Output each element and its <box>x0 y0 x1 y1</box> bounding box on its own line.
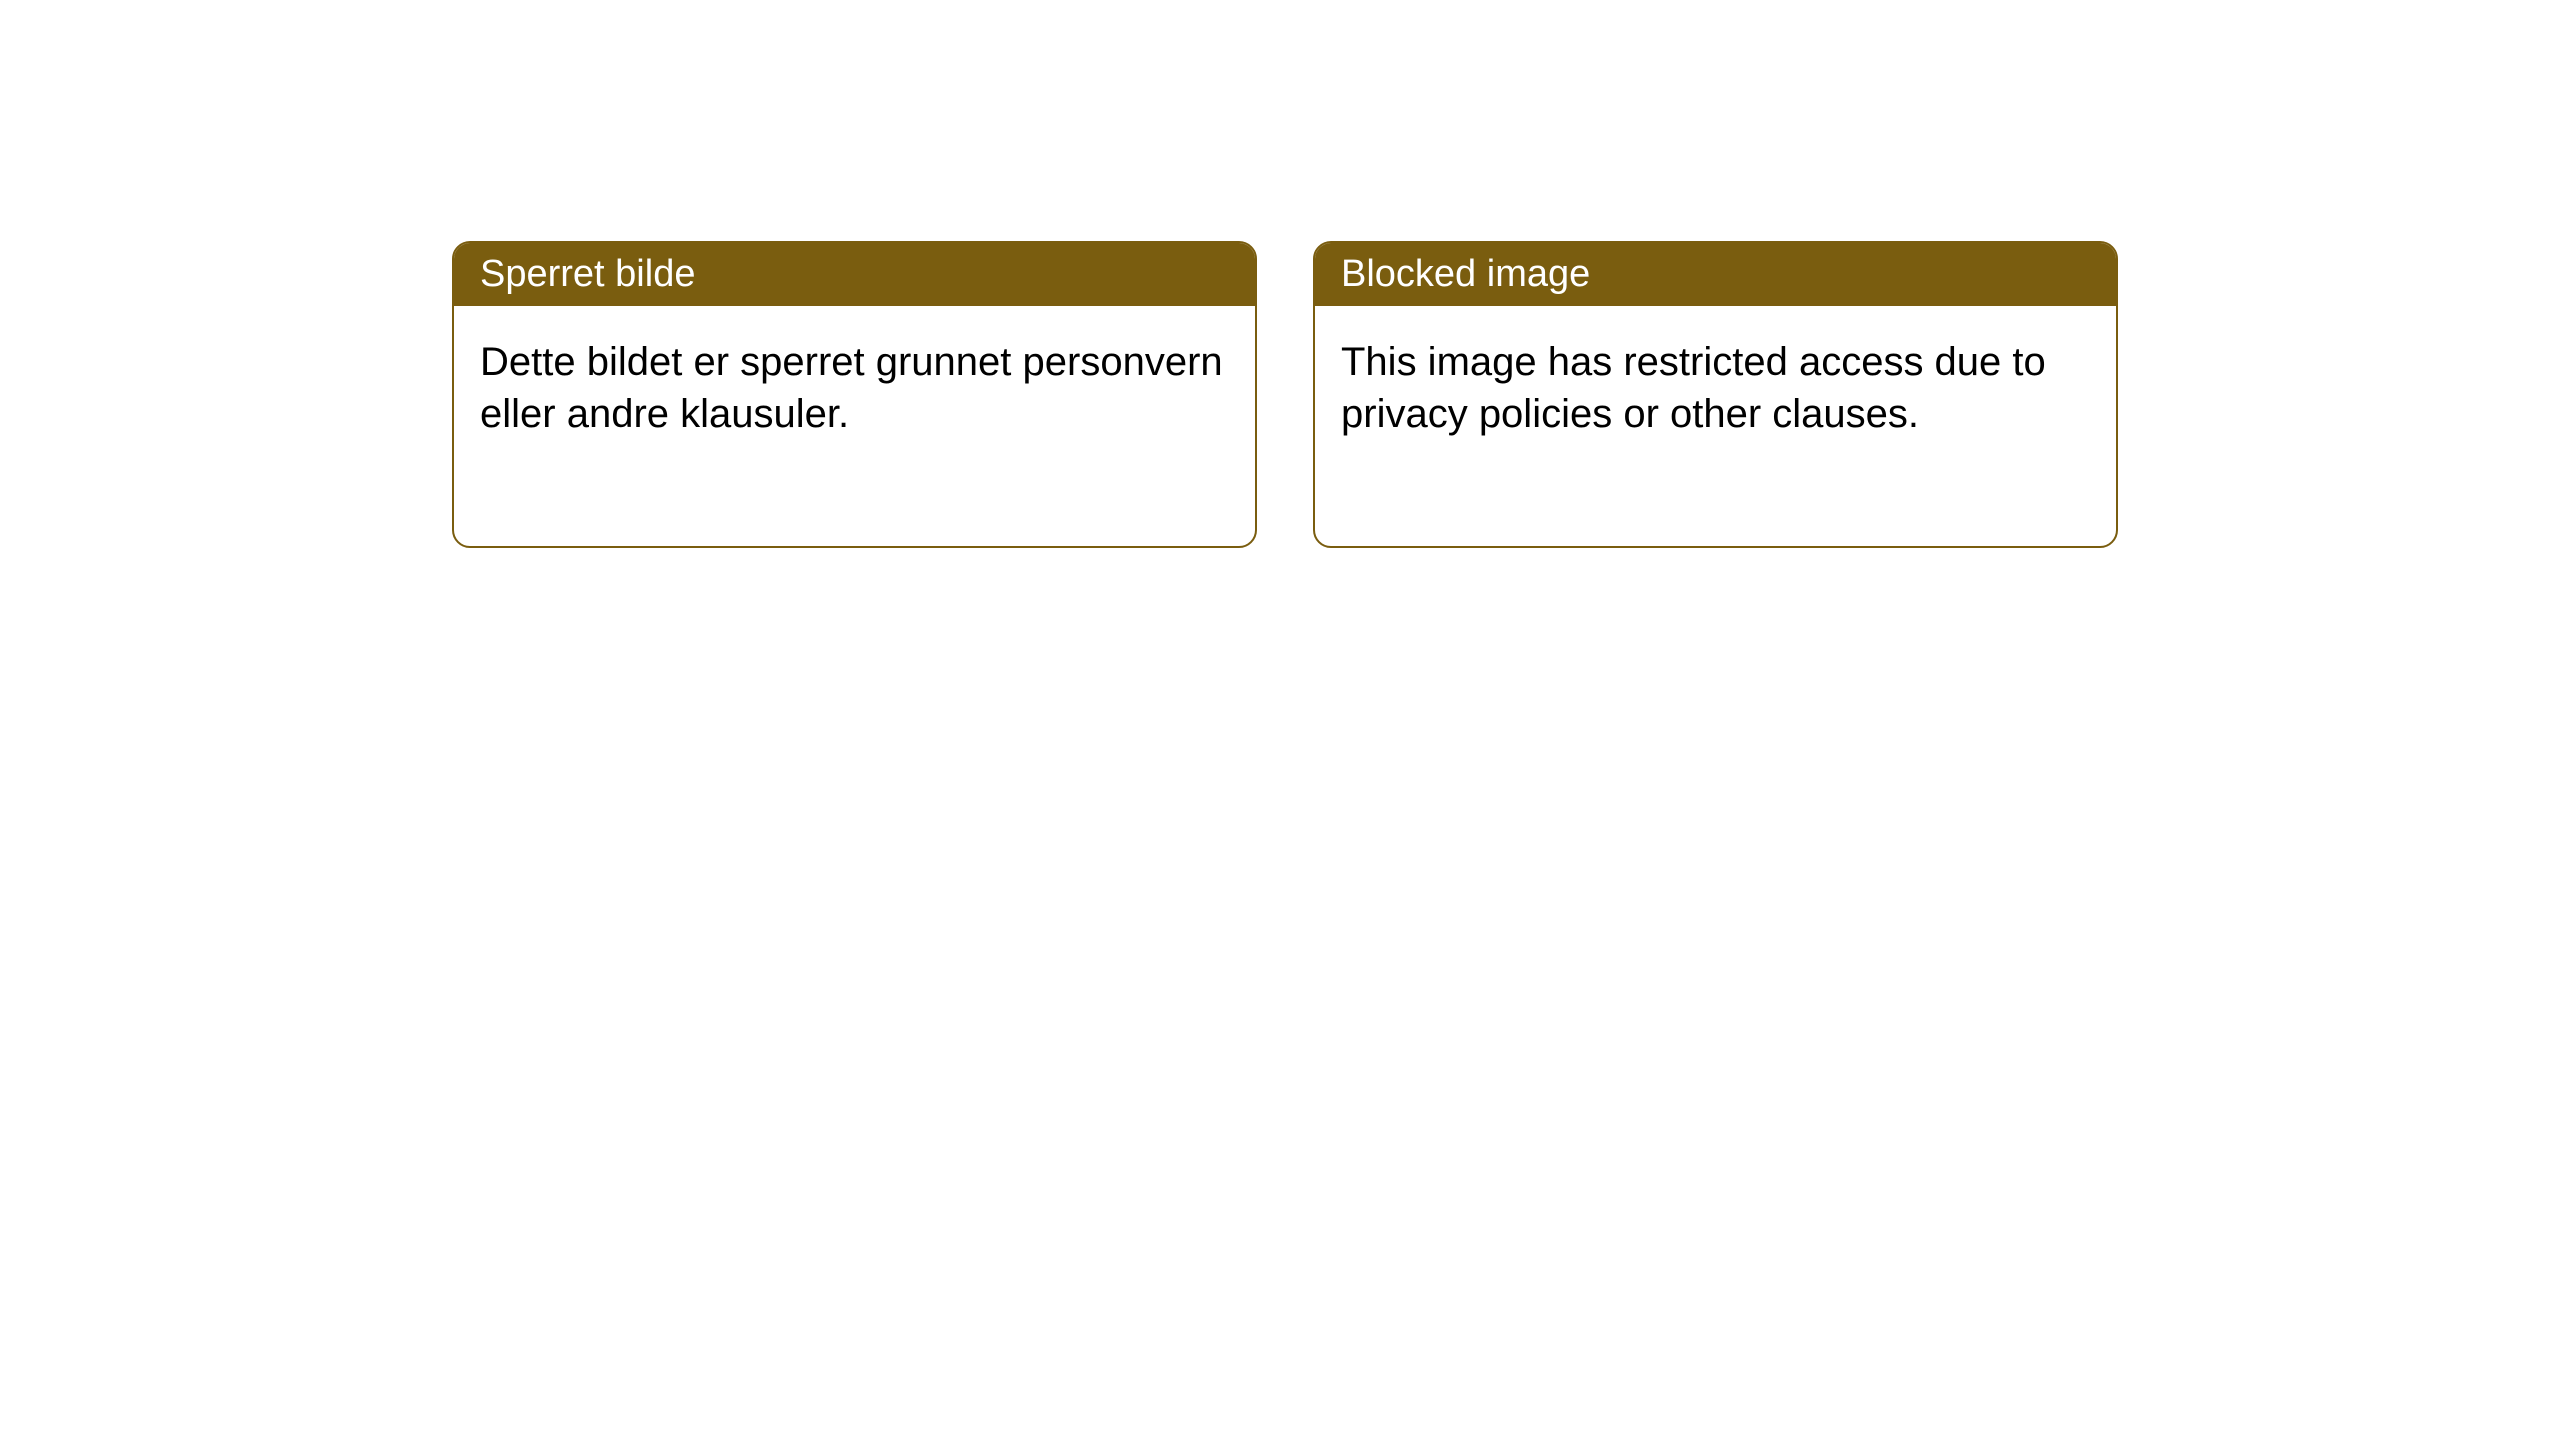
notice-body-text: This image has restricted access due to … <box>1315 306 2116 546</box>
notice-body-text: Dette bildet er sperret grunnet personve… <box>454 306 1255 546</box>
notice-container: Sperret bilde Dette bildet er sperret gr… <box>0 0 2560 548</box>
notice-card-norwegian: Sperret bilde Dette bildet er sperret gr… <box>452 241 1257 548</box>
notice-card-english: Blocked image This image has restricted … <box>1313 241 2118 548</box>
notice-title: Blocked image <box>1315 243 2116 306</box>
notice-title: Sperret bilde <box>454 243 1255 306</box>
